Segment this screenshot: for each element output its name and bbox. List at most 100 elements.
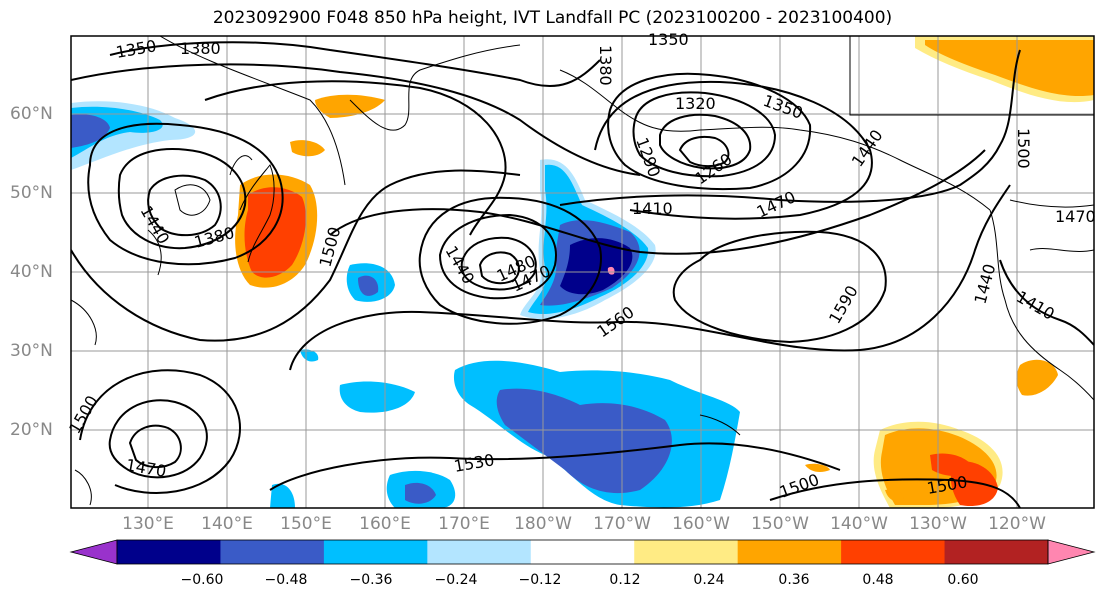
- colorbar-tick-label: 0.12: [609, 572, 641, 588]
- contour-line: [269, 442, 841, 491]
- ivt-region: [300, 349, 319, 362]
- contour-label: 1440: [971, 262, 1000, 306]
- colorbar-tick-label: −0.36: [349, 572, 393, 588]
- colorbar-segment: [634, 540, 739, 564]
- colorbar-segment: [427, 540, 532, 564]
- contour-line: [594, 80, 873, 220]
- contour-line: [117, 148, 247, 250]
- lon-label: 150°E: [280, 514, 332, 534]
- contour-line: [999, 259, 1094, 346]
- contour-label: 1500: [316, 225, 345, 269]
- contour-line: [460, 236, 537, 291]
- contour-label: 1350: [114, 36, 157, 62]
- colorbar-tick-label: 0.48: [862, 572, 894, 588]
- contour-label: 1440: [137, 203, 174, 248]
- ivt-region: [805, 463, 830, 473]
- lat-label: 40°N: [10, 262, 53, 282]
- ivt-region: [290, 140, 325, 157]
- ivt-region: [1016, 359, 1058, 396]
- colorbar-extend-max: [1047, 539, 1096, 565]
- contour-label: 1410: [632, 199, 673, 218]
- contour-label: 1380: [180, 39, 221, 58]
- contour-line: [769, 478, 1021, 508]
- colorbar-segment: [530, 540, 635, 564]
- contour-label: 1410: [1013, 287, 1058, 324]
- ivt-region: [358, 275, 379, 296]
- contour-line: [71, 169, 521, 342]
- ivt-region: [885, 489, 904, 502]
- lon-label: 170°W: [593, 514, 651, 534]
- ivt-region: [339, 381, 415, 413]
- colorbar-segment: [841, 540, 946, 564]
- lon-label: 160°E: [359, 514, 411, 534]
- contour-label: 1440: [442, 243, 479, 288]
- contour-line: [478, 251, 520, 285]
- height-contours: [71, 41, 1094, 508]
- contour-label: 1530: [452, 450, 495, 476]
- ivt-region: [71, 114, 110, 148]
- contour-line: [329, 149, 986, 255]
- ivt-region: [607, 266, 615, 275]
- colorbar-tick-label: 0.36: [778, 572, 810, 588]
- contour-label: 1500: [1014, 128, 1033, 169]
- contour-label: 1470: [124, 455, 167, 481]
- map-title: 2023092900 F048 850 hPa height, IVT Land…: [212, 8, 893, 28]
- contour-label: 1590: [825, 282, 862, 327]
- ivt-region: [405, 482, 436, 504]
- contour-label: 1320: [675, 94, 716, 113]
- colorbar-segment: [323, 540, 428, 564]
- lon-label: 120°W: [988, 514, 1046, 534]
- lon-label: 130°W: [909, 514, 967, 534]
- contour-line: [418, 196, 602, 325]
- lon-label: 170°E: [438, 514, 490, 534]
- contour-line: [204, 80, 507, 236]
- contour-line: [632, 91, 777, 178]
- ivt-region: [925, 40, 1094, 97]
- contour-line: [672, 230, 887, 344]
- colorbar: [69, 539, 1096, 565]
- contour-label: 1560: [593, 302, 637, 341]
- contour-line: [147, 174, 222, 237]
- colorbar-tick-label: −0.24: [434, 572, 478, 588]
- contour-line: [109, 41, 601, 88]
- colorbar-segment: [117, 540, 221, 564]
- ivt-region: [496, 388, 672, 494]
- colorbar-segments: [117, 540, 1049, 564]
- lat-label: 30°N: [10, 341, 53, 361]
- colorbar-tick-label: 0.60: [947, 572, 979, 588]
- colorbar-tick-label: 0.24: [693, 572, 725, 588]
- lon-label: 150°W: [751, 514, 809, 534]
- lon-label: 130°E: [122, 514, 174, 534]
- colorbar-tick-label: −0.48: [264, 572, 308, 588]
- map-frame: [70, 35, 1095, 509]
- contour-line: [87, 122, 284, 266]
- colorbar-segment: [944, 540, 1049, 564]
- colorbar-outline: [116, 539, 1049, 565]
- contour-line: [678, 135, 730, 168]
- contour-line: [607, 72, 812, 191]
- ivt-region: [270, 483, 295, 508]
- contour-label: 1350: [648, 30, 689, 49]
- lat-label: 60°N: [10, 104, 53, 124]
- contour-line: [128, 424, 182, 468]
- ivt-region: [315, 94, 385, 118]
- lon-label: 160°W: [672, 514, 730, 534]
- lon-label: 140°E: [201, 514, 253, 534]
- contour-line: [559, 49, 1021, 206]
- colorbar-segment: [737, 540, 842, 564]
- ivt-region: [244, 187, 306, 278]
- contour-label: 1440: [848, 126, 887, 170]
- contour-line: [108, 399, 208, 479]
- contour-label: 1500: [777, 470, 822, 502]
- contour-line: [659, 113, 752, 170]
- colorbar-extend-min: [69, 539, 118, 565]
- lon-label: 140°W: [830, 514, 888, 534]
- colorbar-segment: [220, 540, 325, 564]
- lat-label: 20°N: [10, 420, 53, 440]
- contour-label: 1380: [596, 45, 615, 86]
- contour-line: [289, 184, 1011, 371]
- ivt-region: [560, 238, 633, 295]
- contour-label: 1380: [192, 223, 236, 252]
- ivt-region: [950, 461, 998, 507]
- contour-label: 1470: [1055, 207, 1096, 226]
